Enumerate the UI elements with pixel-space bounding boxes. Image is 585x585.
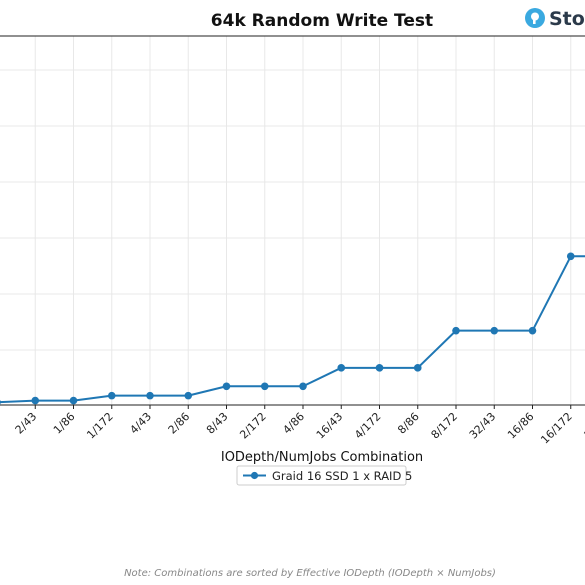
data-point [146, 391, 154, 400]
data-point [528, 326, 537, 335]
data-point [566, 252, 575, 261]
data-point [490, 326, 499, 335]
data-point [184, 391, 193, 400]
data-point [107, 391, 116, 400]
legend-box [236, 465, 407, 486]
data-point [260, 382, 269, 391]
legend-swatch-marker [250, 471, 259, 480]
data-point [337, 364, 346, 372]
data-point [0, 399, 1, 405]
data-point [299, 382, 307, 391]
legend-series-name: Graid 16 SSD 1 x RAID 5 [272, 469, 412, 483]
data-point [31, 396, 40, 405]
brand-name: StorageReview [549, 8, 585, 30]
data-point [375, 364, 384, 372]
data-point [222, 382, 231, 391]
series-layer [0, 252, 585, 405]
data-point [452, 326, 460, 335]
data-point [413, 364, 422, 372]
brand-logo: StorageReview [525, 8, 585, 30]
storagereview-logo-icon [525, 8, 545, 28]
x-axis-label: IODepth/NumJobs Combination [221, 450, 423, 465]
footnote: Note: Combinations are sorted by Effecti… [124, 568, 496, 579]
chart-title: 64k Random Write Test [211, 11, 433, 31]
legend: Graid 16 SSD 1 x RAID 5 [236, 465, 412, 486]
data-point [69, 396, 78, 405]
grid [0, 36, 585, 405]
